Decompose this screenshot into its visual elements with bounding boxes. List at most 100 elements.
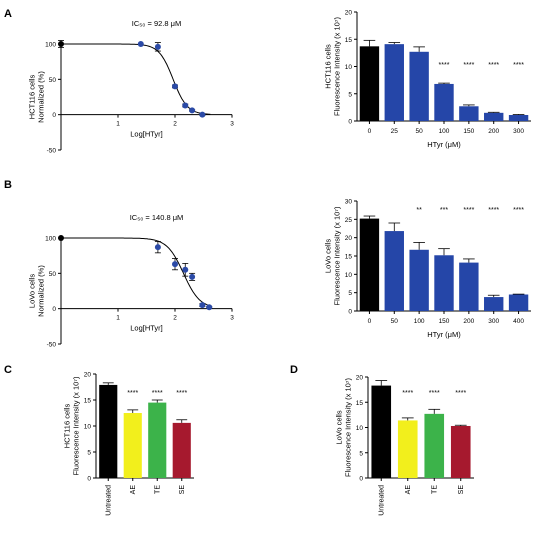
y-tick-label: 20 [345, 235, 353, 242]
x-tick-label: Untreated [378, 485, 385, 516]
y-axis-label-line-2: Fluorescence Intensity (x 10⁷) [343, 378, 352, 478]
bar-200 [484, 112, 504, 121]
y-tick-label: 5 [348, 290, 352, 297]
data-point [154, 244, 161, 251]
data-point [182, 102, 189, 109]
x-tick-label: TE [431, 485, 438, 494]
y-axis-label-line-1: LoVo cells [334, 410, 343, 444]
bar-400 [508, 294, 529, 311]
significance-mark: **** [463, 207, 474, 214]
y-tick-label: 100 [45, 42, 56, 49]
y-axis-label: LoVo cells Fluorescence Intensity (x 10⁷) [334, 378, 352, 478]
y-tick-label: 20 [345, 10, 353, 17]
y-axis-label-line-2: Fluorescence Intensity (x 10⁷) [332, 17, 341, 117]
y-tick-label: 30 [345, 199, 353, 206]
y-tick-label: 15 [84, 398, 92, 405]
y-tick-label: -50 [47, 148, 57, 155]
y-tick-label: 10 [345, 272, 353, 279]
y-tick-label: 10 [84, 424, 92, 431]
chart-D: 0 5 10 15 20 LoVo cells Fluorescence Intensity… [334, 375, 474, 516]
significance-mark: **** [152, 390, 163, 397]
y-axis-label-line-2: Normalized (%) [36, 71, 45, 123]
y-tick-label: 15 [345, 37, 353, 44]
x-tick-label: 150 [463, 128, 474, 135]
data-point [189, 273, 196, 280]
significance-mark: *** [440, 207, 448, 214]
data-point [137, 41, 144, 47]
significance-mark: **** [402, 390, 413, 397]
y-tick-label: 15 [356, 400, 364, 407]
y-tick-label: 5 [348, 91, 352, 98]
x-tick-label: Untreated [105, 485, 112, 516]
bar-untreated [99, 384, 118, 478]
y-tick-label: 50 [49, 271, 57, 278]
y-axis-label-line-2: Normalized (%) [36, 265, 45, 317]
y-tick-label: 10 [345, 64, 353, 71]
significance-mark: **** [488, 62, 499, 69]
significance-mark: **** [439, 62, 450, 69]
data-point [172, 261, 178, 268]
y-tick-label: 5 [359, 450, 363, 457]
y-tick-label: 20 [356, 375, 364, 382]
x-tick-label: 300 [488, 318, 499, 325]
significance-mark: **** [176, 390, 187, 397]
chart-A_left: IC₅₀ = 92.8 μM -50 0 50 100 1 2 3 Log[HTyr] HCT11… [27, 19, 234, 155]
data-point [199, 302, 206, 309]
y-tick-label: 0 [52, 306, 56, 313]
data-point [189, 107, 196, 114]
significance-mark: ** [416, 207, 422, 214]
x-tick-label: 2 [173, 315, 177, 322]
bar-150 [459, 106, 479, 121]
bar-100 [434, 83, 454, 121]
x-tick-label: 0 [368, 318, 372, 325]
y-tick-label: 100 [45, 236, 56, 243]
y-tick-label: 0 [87, 476, 91, 483]
y-tick-label: -50 [47, 342, 57, 349]
bar-ae [123, 413, 142, 478]
data-point [182, 266, 189, 273]
y-axis-label: HCT116 cells Fluorescence Intensity (x 10… [62, 376, 80, 476]
y-axis-label-line-1: LoVo cells [27, 274, 36, 308]
data-point [58, 41, 64, 47]
x-tick-label: 2 [173, 121, 177, 128]
bar-te [148, 402, 167, 478]
y-tick-label: 0 [348, 119, 352, 126]
bar-25 [384, 44, 404, 121]
y-axis-label-line-2: Fluorescence Intensity (x 10⁷) [332, 206, 341, 306]
x-tick-label: SE [179, 485, 186, 495]
y-axis-label: HCT116 cells Fluorescence Intensity (x 10… [323, 17, 341, 117]
data-point [172, 83, 178, 90]
bar-0 [359, 46, 380, 121]
bar-300 [484, 297, 504, 311]
significance-mark: **** [513, 62, 524, 69]
bar-50 [384, 231, 404, 311]
y-tick-label: 15 [345, 254, 353, 261]
y-tick-label: 25 [345, 217, 353, 224]
y-axis-label-line-1: LoVo cells [323, 239, 332, 273]
x-tick-label: 3 [230, 121, 234, 128]
x-tick-label: 200 [488, 128, 499, 135]
bar-ae [397, 420, 418, 478]
panel-label-b: B [4, 179, 12, 191]
chart-B_right: 0 5 10 15 20 25 30 LoVo cells Fluorescence Inten… [323, 199, 531, 339]
y-tick-label: 10 [356, 425, 364, 432]
x-tick-label: 1 [116, 315, 120, 322]
bar-untreated [371, 385, 392, 478]
x-axis-label: HTyr (μM) [427, 330, 461, 339]
x-tick-label: 25 [391, 128, 399, 135]
data-point [206, 304, 213, 311]
y-axis-label: LoVo cells Fluorescence Intensity (x 10⁷) [323, 206, 341, 306]
x-tick-label: 3 [230, 315, 234, 322]
x-tick-label: 0 [368, 128, 372, 135]
chart-C: 0 5 10 15 20 HCT116 cells Fluorescence Intensi… [62, 372, 194, 516]
chart-A_right: 0 5 10 15 20 HCT116 cells Fluorescence Intensi… [323, 10, 531, 149]
x-axis-label: Log[HTyr] [130, 324, 163, 333]
bar-100 [409, 249, 429, 311]
y-tick-label: 0 [52, 112, 56, 119]
y-tick-label: 5 [87, 450, 91, 457]
x-tick-label: TE [154, 485, 161, 494]
x-axis-label: HTyr (μM) [427, 140, 461, 149]
fit-curve [61, 237, 211, 307]
y-axis-label: HCT116 cells Normalized (%) [27, 71, 45, 123]
bar-0 [359, 218, 380, 311]
